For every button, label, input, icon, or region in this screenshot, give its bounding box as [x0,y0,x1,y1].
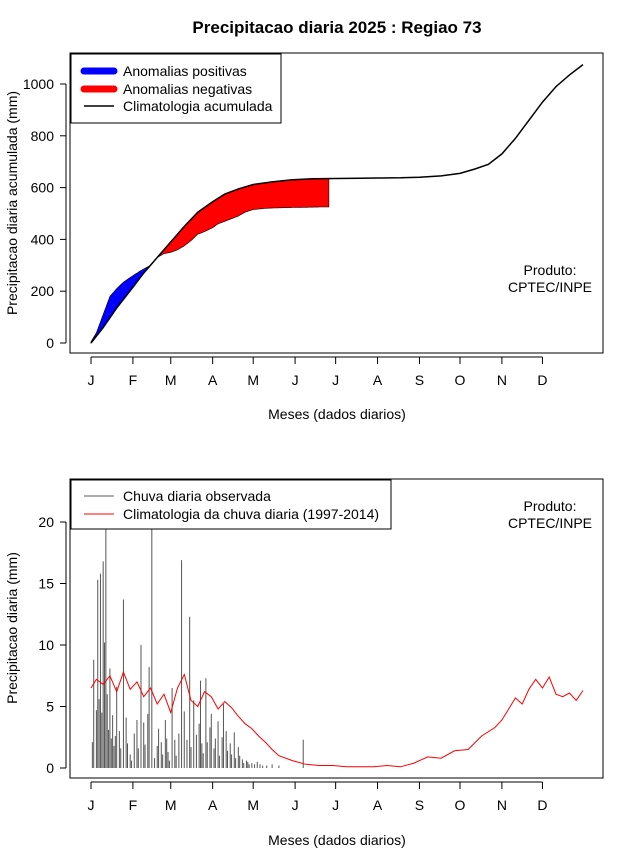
bottom-x-tick-label: J [332,797,339,813]
bottom-y-tick-label: 20 [38,514,54,530]
top-y-axis: 0 200 400 600 800 1000 [23,76,67,351]
top-x-tick-label: D [537,372,547,388]
top-panel: 0 200 400 600 800 1000 J F M A M J J A S O N D Precipita… [4,52,604,422]
top-y-tick-label: 1000 [23,76,54,92]
top-y-axis-label: Precipitacao diaria acumulada (mm) [4,91,20,315]
bottom-x-tick-label: J [292,797,299,813]
top-plot-frame [69,52,604,354]
top-x-axis-label: Meses (dados diarios) [268,406,406,422]
top-x-tick-label: M [165,372,177,388]
top-x-tick-label: M [247,372,259,388]
top-legend: Anomalias positivas Anomalias negativas … [70,53,282,124]
top-y-tick-label: 0 [46,335,54,351]
bottom-product-label: Produto: [524,498,577,514]
legend-daily-clim-label: Climatologia da chuva diaria (1997-2014) [123,506,379,522]
top-y-tick-label: 400 [31,231,55,247]
bottom-x-tick-label: D [537,797,547,813]
bottom-x-tick-label: M [165,797,177,813]
bottom-plot-frame [69,478,604,779]
bottom-legend: Chuva diaria observada Climatologia da c… [70,479,392,530]
bottom-x-tick-label: N [497,797,507,813]
top-product-label: Produto: [524,262,577,278]
top-plot-area [90,64,584,344]
bottom-x-tick-label: S [415,797,424,813]
bottom-panel: 0 5 10 15 20 J F M A M J J A S O N D Precipitacao diari… [4,478,604,848]
bottom-x-tick-label: M [247,797,259,813]
chart-title: Precipitacao diaria 2025 : Regiao 73 [192,18,481,37]
bottom-x-tick-label: A [373,797,383,813]
bottom-y-tick-label: 0 [46,760,54,776]
legend-clim-label: Climatologia acumulada [123,98,273,114]
bottom-plot-area [90,497,584,768]
negative-anomaly-area [158,178,330,258]
bottom-x-axis-label: Meses (dados diarios) [268,832,406,848]
bottom-y-tick-label: 10 [38,637,54,653]
bottom-y-tick-label: 5 [46,699,54,715]
top-x-tick-label: F [129,372,138,388]
climatology-cumulative-line [90,64,584,344]
bottom-y-tick-label: 15 [38,576,54,592]
top-y-tick-label: 800 [31,128,55,144]
top-x-tick-label: A [373,372,383,388]
top-x-tick-label: O [455,372,466,388]
top-x-tick-label: J [88,372,95,388]
legend-positive-label: Anomalias positivas [123,63,247,79]
bottom-x-tick-label: A [208,797,218,813]
bottom-y-axis: 0 5 10 15 20 [38,514,67,776]
top-x-tick-label: J [332,372,339,388]
top-product-source: CPTEC/INPE [508,279,592,295]
top-x-tick-label: A [208,372,218,388]
bottom-x-tick-label: F [129,797,138,813]
bottom-product-source: CPTEC/INPE [508,515,592,531]
top-y-tick-label: 600 [31,180,55,196]
bottom-legend-box [70,479,392,530]
top-y-tick-label: 200 [31,283,55,299]
legend-negative-label: Anomalias negativas [123,81,252,97]
legend-observed-label: Chuva diaria observada [123,488,271,504]
top-x-tick-label: S [415,372,424,388]
top-x-tick-label: J [292,372,299,388]
bottom-x-tick-label: J [88,797,95,813]
daily-climatology-line [90,670,584,768]
bottom-y-axis-label: Precipitacao diaria (mm) [4,552,20,704]
top-x-tick-label: N [497,372,507,388]
bottom-x-tick-label: O [455,797,466,813]
